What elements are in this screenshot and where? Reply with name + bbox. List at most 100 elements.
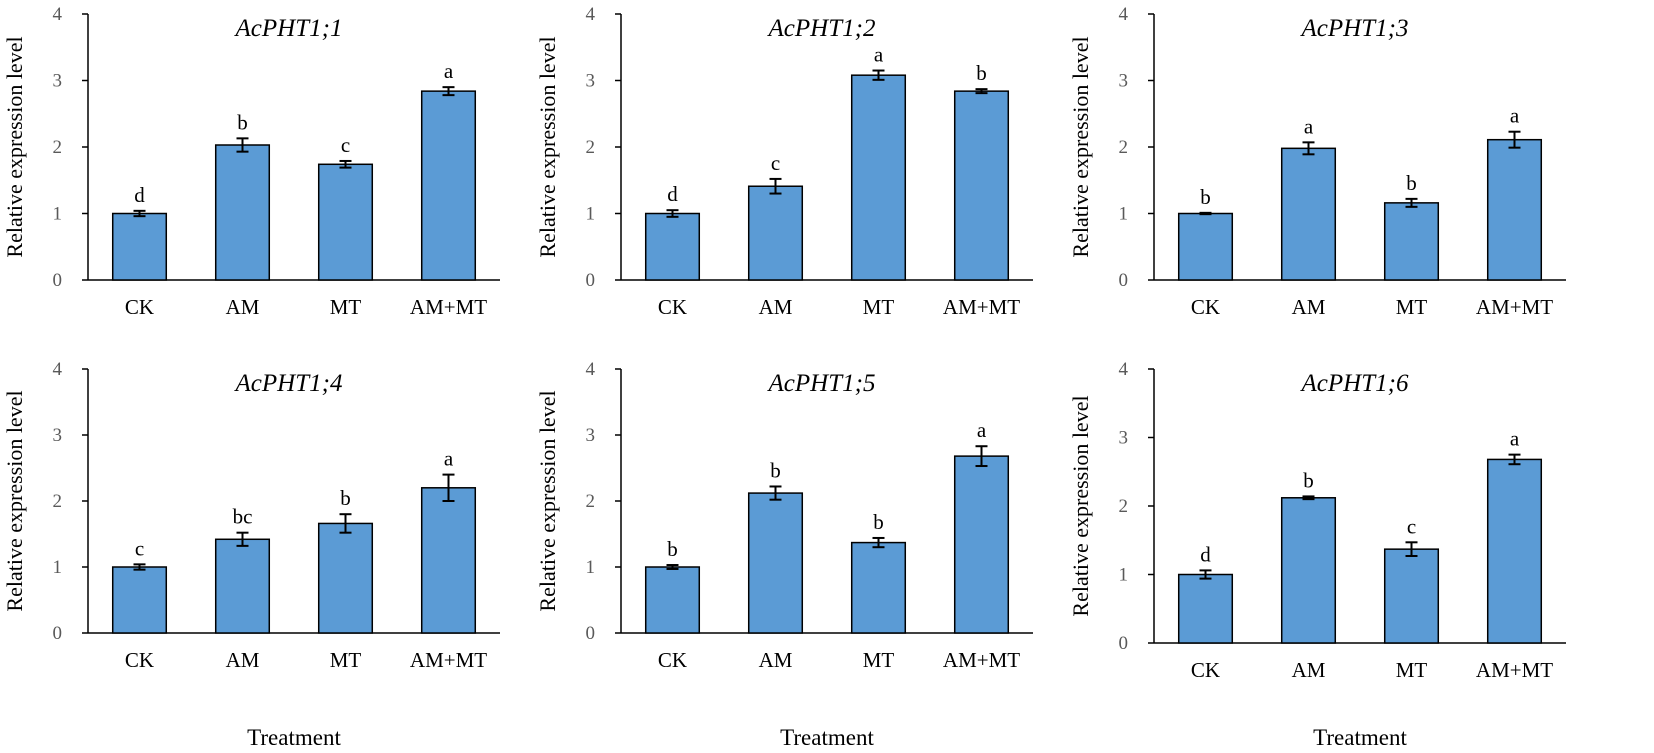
- x-axis-label: Treatment: [247, 725, 341, 750]
- chart-title: AcPHT1;4: [234, 370, 343, 397]
- bar-mt: [1383, 548, 1440, 644]
- y-tick-label: 1: [1119, 565, 1129, 586]
- bar-am: [747, 185, 804, 281]
- y-tick-label: 1: [586, 204, 596, 225]
- x-tick-label: CK: [658, 648, 687, 672]
- x-tick-label: AM+MT: [1476, 658, 1553, 682]
- y-tick-label: 0: [53, 270, 63, 291]
- y-tick-label: 3: [53, 425, 63, 446]
- x-tick-label: AM: [1292, 658, 1326, 682]
- bar-am-mt: [953, 90, 1010, 281]
- y-tick-label: 2: [1119, 496, 1129, 517]
- significance-label: b: [873, 510, 884, 534]
- significance-label: a: [444, 447, 454, 471]
- chart-panel-3: 0 1 2 3 4 Relative expression level AcPHT1;3 b C…: [1068, 4, 1566, 319]
- chart-panel-2: 0 1 2 3 4 Relative expression level AcPHT1;2 d C…: [535, 4, 1033, 319]
- y-tick-label: 4: [1119, 359, 1129, 380]
- chart-panel-4: 0 1 2 3 4 Relative expression level AcPHT1;4 c C…: [2, 359, 500, 750]
- y-tick-label: 3: [586, 71, 596, 92]
- y-axis-label: Relative expression level: [535, 36, 560, 257]
- x-tick-label: AM: [759, 295, 793, 319]
- y-tick-label: 4: [53, 359, 63, 380]
- x-tick-label: AM+MT: [410, 295, 487, 319]
- y-tick-label: 1: [1119, 204, 1129, 225]
- bar-mt: [850, 74, 907, 281]
- y-tick-label: 2: [53, 491, 63, 512]
- significance-label: d: [134, 183, 145, 207]
- bar-am-mt: [1486, 458, 1543, 644]
- bar-mt: [317, 163, 374, 281]
- y-axis-label: Relative expression level: [2, 390, 27, 611]
- y-tick-label: 1: [53, 204, 63, 225]
- significance-label: bc: [233, 505, 253, 529]
- bar-am: [214, 538, 271, 634]
- x-tick-label: AM: [226, 648, 260, 672]
- significance-label: b: [1406, 171, 1417, 195]
- bar-ck: [644, 212, 701, 281]
- x-tick-label: AM+MT: [943, 295, 1020, 319]
- y-tick-label: 0: [53, 623, 63, 644]
- bar-am-mt: [420, 90, 477, 281]
- y-tick-label: 3: [53, 71, 63, 92]
- y-tick-label: 4: [1119, 4, 1129, 25]
- x-tick-label: CK: [125, 648, 154, 672]
- x-tick-label: MT: [1396, 295, 1428, 319]
- bar-mt: [1383, 202, 1440, 281]
- x-tick-label: MT: [863, 295, 895, 319]
- significance-label: d: [1200, 542, 1211, 566]
- x-axis-label: Treatment: [780, 725, 874, 750]
- y-tick-label: 4: [53, 4, 63, 25]
- y-tick-label: 2: [586, 491, 596, 512]
- y-tick-label: 4: [586, 359, 596, 380]
- x-tick-label: MT: [863, 648, 895, 672]
- bar-am: [214, 144, 271, 281]
- significance-label: c: [771, 151, 780, 175]
- bar-ck: [1177, 573, 1234, 644]
- significance-label: b: [340, 486, 351, 510]
- significance-label: a: [977, 418, 987, 442]
- chart-panel-5: 0 1 2 3 4 Relative expression level AcPHT1;5 b C…: [535, 359, 1033, 750]
- y-tick-label: 3: [1119, 71, 1129, 92]
- bar-mt: [317, 522, 374, 634]
- significance-label: b: [667, 537, 678, 561]
- significance-label: a: [1510, 427, 1520, 451]
- chart-panel-6: 0 1 2 3 4 Relative expression level AcPHT1;6 d C…: [1068, 359, 1566, 750]
- x-tick-label: CK: [125, 295, 154, 319]
- chart-title: AcPHT1;2: [767, 15, 876, 42]
- x-tick-label: MT: [330, 295, 362, 319]
- x-tick-label: MT: [330, 648, 362, 672]
- chart-title: AcPHT1;1: [234, 15, 343, 42]
- x-tick-label: AM+MT: [410, 648, 487, 672]
- x-tick-label: AM+MT: [943, 648, 1020, 672]
- y-tick-label: 2: [53, 137, 63, 158]
- x-tick-label: CK: [1191, 295, 1220, 319]
- bar-am-mt: [953, 455, 1010, 634]
- significance-label: b: [1200, 185, 1211, 209]
- y-tick-label: 0: [586, 270, 596, 291]
- significance-label: b: [770, 458, 781, 482]
- x-axis-label: Treatment: [1313, 725, 1407, 750]
- x-tick-label: CK: [658, 295, 687, 319]
- significance-label: b: [1303, 468, 1314, 492]
- y-tick-label: 3: [1119, 428, 1129, 449]
- significance-label: a: [1304, 114, 1314, 138]
- x-tick-label: AM: [226, 295, 260, 319]
- significance-label: b: [976, 61, 987, 85]
- y-tick-label: 0: [1119, 270, 1129, 291]
- y-axis-label: Relative expression level: [1068, 36, 1093, 257]
- bar-ck: [111, 566, 168, 634]
- bar-mt: [850, 541, 907, 634]
- chart-title: AcPHT1;5: [767, 370, 876, 397]
- x-tick-label: AM: [759, 648, 793, 672]
- significance-label: a: [444, 59, 454, 83]
- significance-label: c: [135, 536, 144, 560]
- y-tick-label: 1: [53, 557, 63, 578]
- y-axis-label: Relative expression level: [535, 390, 560, 611]
- chart-title: AcPHT1;6: [1300, 370, 1409, 397]
- bar-ck: [111, 212, 168, 281]
- y-axis-label: Relative expression level: [1068, 395, 1093, 616]
- bar-am: [1280, 147, 1337, 281]
- significance-label: a: [1510, 104, 1520, 128]
- y-tick-label: 2: [586, 137, 596, 158]
